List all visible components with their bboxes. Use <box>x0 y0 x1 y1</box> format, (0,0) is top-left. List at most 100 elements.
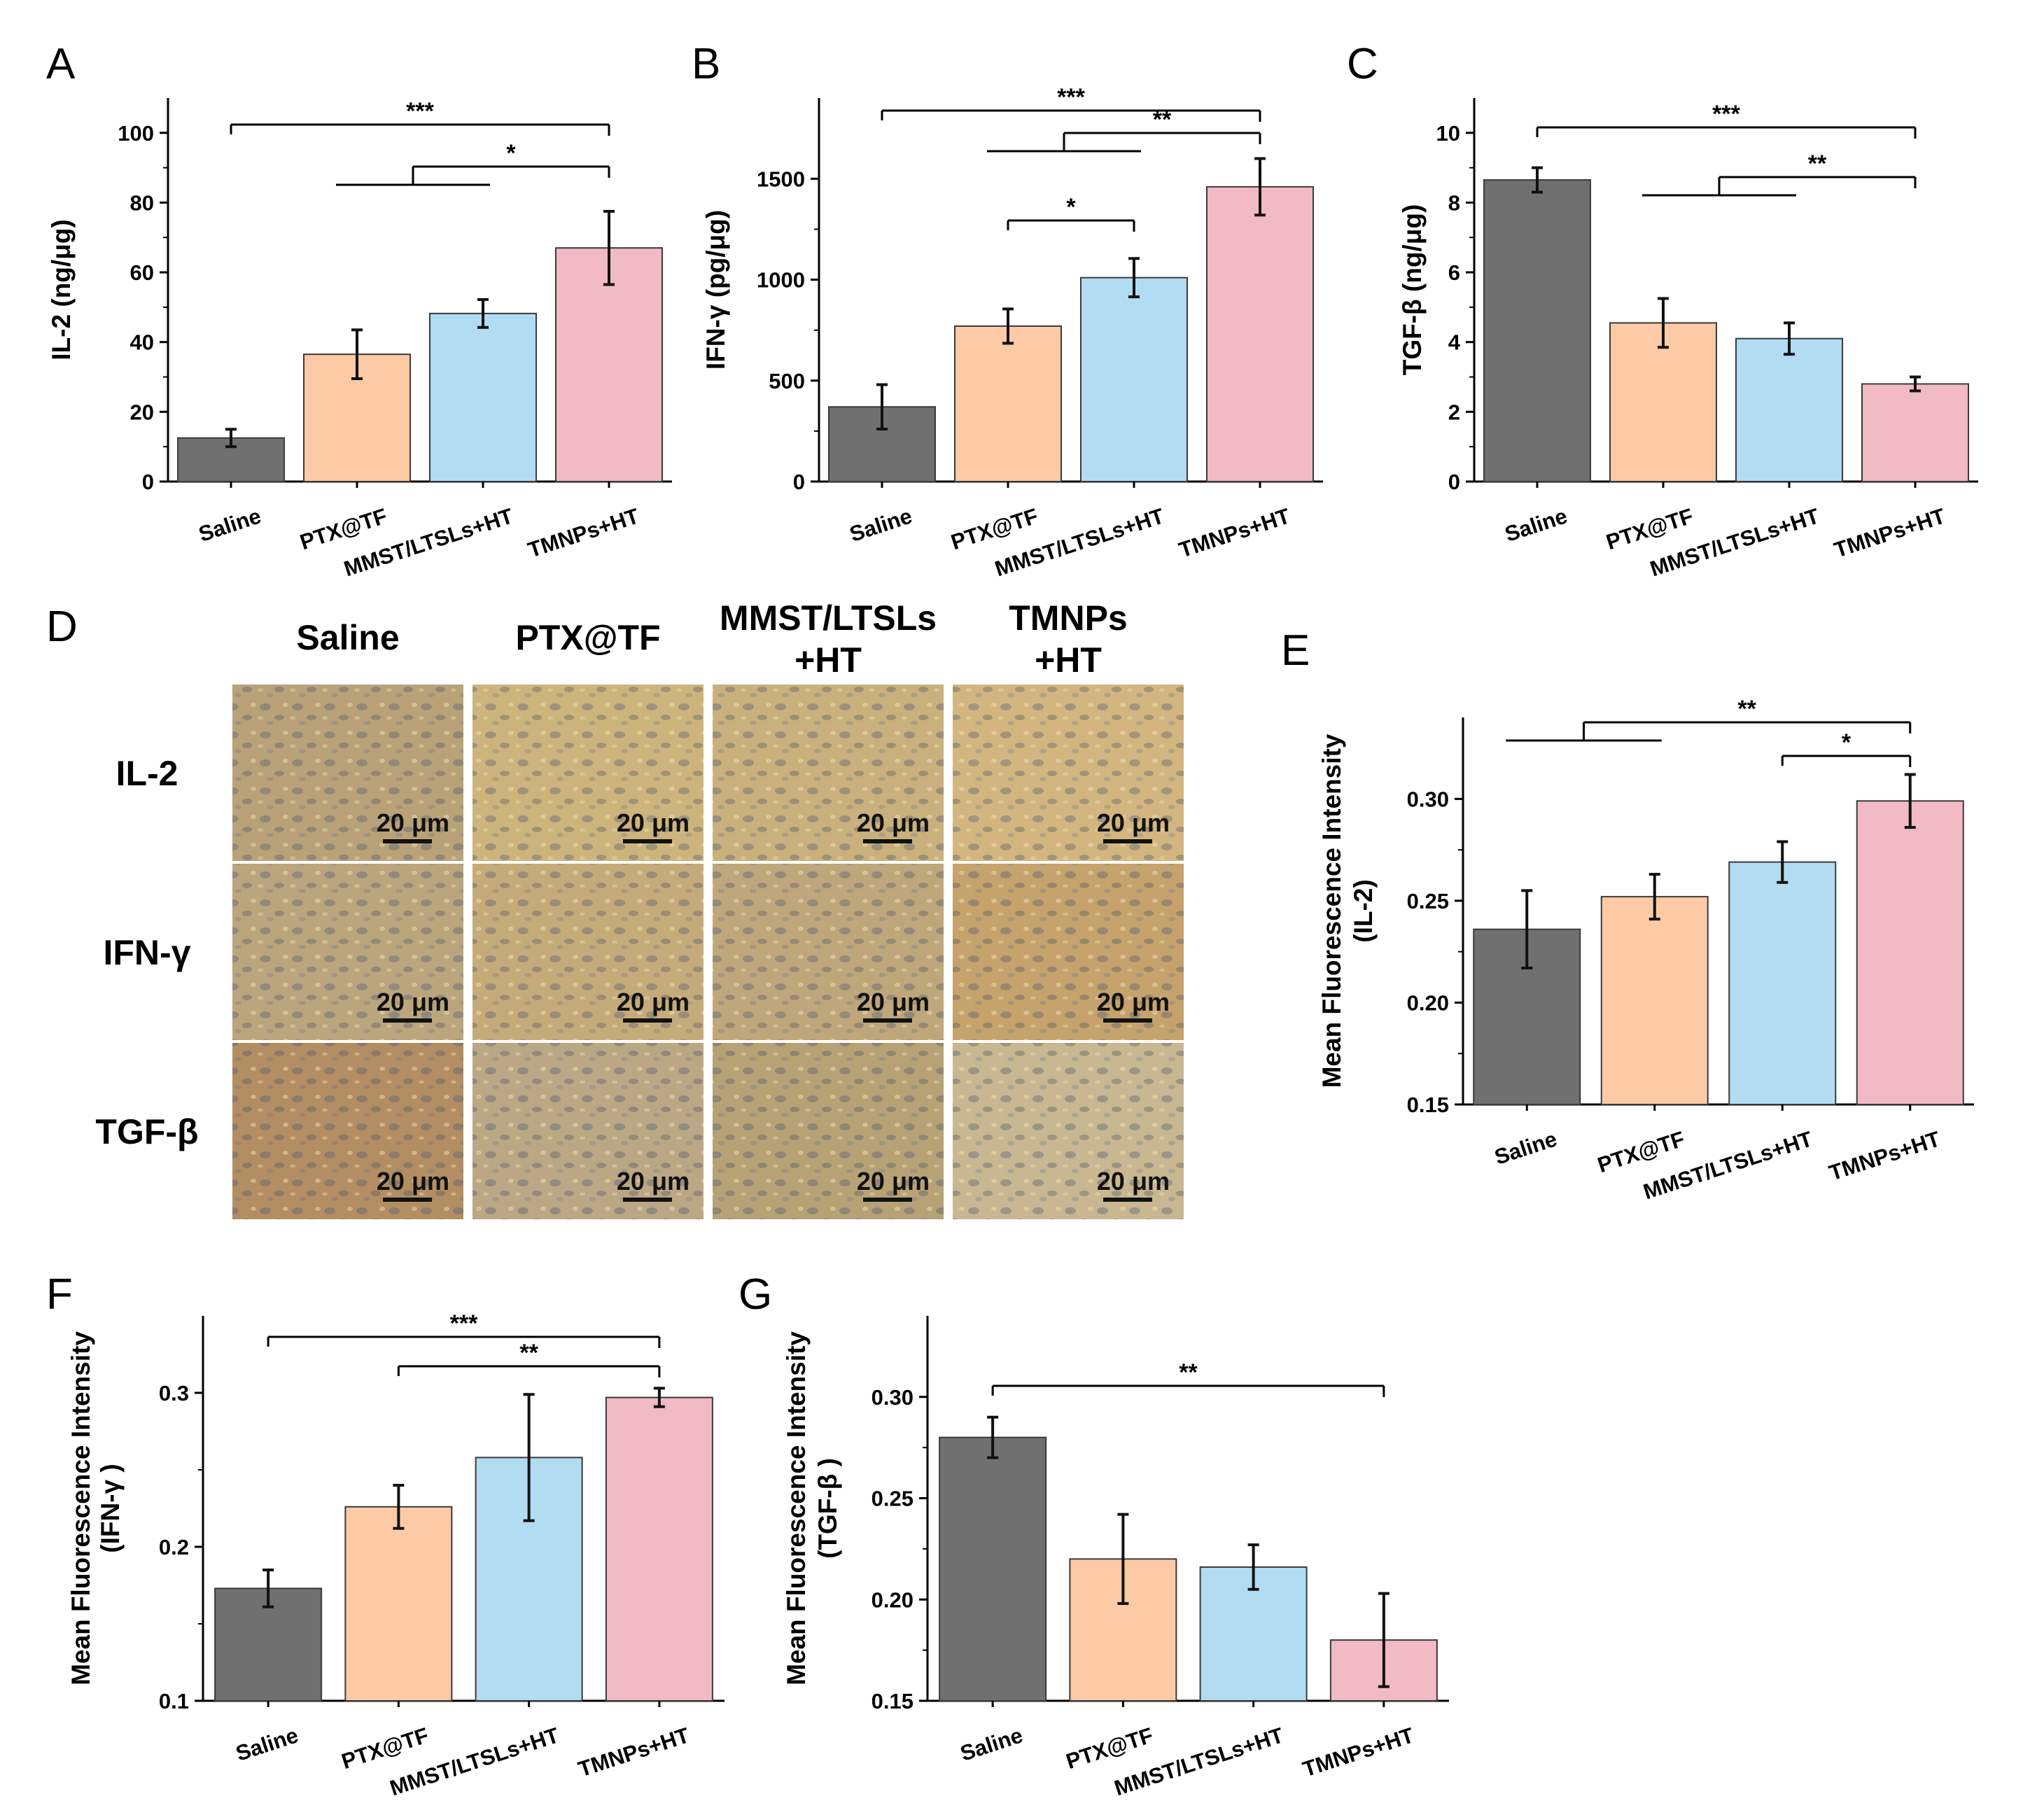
y-axis-label-sub: (IL-2) <box>1349 879 1378 942</box>
micrograph-cells <box>953 864 1184 1040</box>
column-header: +HT <box>794 640 862 680</box>
micrograph-cells <box>713 685 944 861</box>
y-tick-label: 0.1 <box>159 1689 189 1713</box>
column-header: Saline <box>296 618 399 657</box>
y-tick-label: 0 <box>1448 470 1460 494</box>
scale-bar-label: 20 μm <box>617 988 690 1016</box>
category-label: Saline <box>233 1723 302 1766</box>
column-header: PTX@TF <box>515 618 660 657</box>
scale-bar-label: 20 μm <box>617 808 690 837</box>
y-tick-label: 0 <box>793 470 805 494</box>
y-axis-label: Mean Fluorescence Intensity <box>66 1331 95 1685</box>
y-tick-label: 0.25 <box>872 1487 913 1511</box>
micrograph-cells <box>472 685 704 861</box>
bar-tmnps-ht <box>1206 185 1314 482</box>
bar-ptx-tf <box>1609 322 1717 482</box>
y-tick-label: 60 <box>130 260 154 285</box>
category-label: PTX@TF <box>339 1723 432 1774</box>
y-axis-label-sub: (TGF-β ) <box>813 1458 842 1559</box>
y-tick-label: 0.15 <box>1407 1093 1449 1117</box>
micrograph-cells <box>232 1043 463 1219</box>
significance-label: *** <box>1712 101 1740 127</box>
micrograph-cells <box>472 864 704 1040</box>
y-tick-label: 6 <box>1448 260 1460 285</box>
y-tick-label: 0.2 <box>159 1535 189 1559</box>
scale-bar-label: 20 μm <box>377 808 449 837</box>
bar-saline <box>177 437 285 483</box>
significance-label: *** <box>450 1310 478 1337</box>
bar-ptx-tf <box>954 325 1062 483</box>
row-label: IL-2 <box>116 754 178 793</box>
category-label: TMNPs+HT <box>1831 503 1948 562</box>
category-label: Saline <box>846 503 915 547</box>
micrograph-cells <box>953 685 1184 861</box>
y-tick-label: 0.30 <box>872 1385 913 1410</box>
y-axis-label: Mean Fluorescence Intensity <box>1317 734 1346 1088</box>
scale-bar-label: 20 μm <box>857 808 930 837</box>
category-label: Saline <box>195 503 264 547</box>
scale-bar-label: 20 μm <box>377 1167 449 1195</box>
bar-tmnps-ht <box>1861 383 1969 482</box>
micrograph-cells <box>713 864 944 1040</box>
bar-tmnps-ht <box>605 1396 713 1702</box>
panel-label-a: A <box>46 40 76 88</box>
row-label: IFN-γ <box>104 933 191 972</box>
bar-mmst-ltsls-ht <box>1080 276 1188 482</box>
chart-g: 0.15 0.20 0.25 0.30 Mean Fluorescence Intens… <box>782 1316 1449 1800</box>
y-tick-label: 0.30 <box>1407 787 1449 811</box>
bar-ptx-tf <box>1600 896 1709 1106</box>
y-tick-label: 4 <box>1448 330 1461 355</box>
column-header: MMST/LTSLs <box>720 598 937 638</box>
micrograph-cells <box>232 685 463 861</box>
category-label: Saline <box>1502 503 1570 547</box>
y-tick-label: 40 <box>130 330 154 355</box>
y-tick-label: 0.20 <box>872 1587 913 1612</box>
y-tick-label: 1000 <box>757 268 805 293</box>
micrograph-cells <box>472 1043 704 1219</box>
micrograph-cells <box>713 1043 944 1219</box>
y-axis-label-sub: (IFN-γ ) <box>96 1464 125 1552</box>
bar-tmnps-ht <box>1856 800 1964 1105</box>
bar-tmnps-ht <box>555 247 663 482</box>
y-tick-label: 100 <box>118 121 154 146</box>
y-axis-label: IFN-γ (pg/μg) <box>701 210 730 370</box>
significance-label: ** <box>1808 150 1827 177</box>
panel-label-e: E <box>1281 626 1310 675</box>
category-label: Saline <box>958 1723 1026 1766</box>
significance-label: ** <box>1179 1359 1198 1386</box>
y-tick-label: 8 <box>1448 190 1460 215</box>
significance-label: ** <box>1737 696 1756 722</box>
scale-bar-label: 20 μm <box>377 988 449 1016</box>
category-label: TMNPs+HT <box>1300 1723 1417 1781</box>
micrograph-grid: Saline PTX@TF MMST/LTSLs+HTTMNPs+HTIL-2IFN… <box>95 598 1184 1219</box>
significance-label: ** <box>519 1340 538 1366</box>
panel-label-d: D <box>46 603 78 651</box>
y-tick-label: 0.15 <box>872 1689 913 1713</box>
y-tick-label: 2 <box>1448 400 1460 424</box>
category-label: Saline <box>1492 1126 1560 1170</box>
scale-bar-label: 20 μm <box>1097 808 1170 837</box>
y-axis-label: TGF-β (ng/μg) <box>1398 204 1427 376</box>
bar-ptx-tf <box>344 1506 453 1702</box>
panel-label-g: G <box>738 1270 772 1319</box>
bar-mmst-ltsls-ht <box>429 312 537 483</box>
category-label: PTX@TF <box>1063 1723 1156 1774</box>
significance-label: *** <box>406 98 434 125</box>
chart-f: 0.1 0.2 0.3 Mean Fluorescence Intensity (IFN… <box>66 1310 724 1800</box>
y-tick-label: 500 <box>769 369 805 393</box>
bar-mmst-ltsls-ht <box>1728 861 1837 1105</box>
bar-mmst-ltsls-ht <box>1735 337 1843 482</box>
y-axis-label: Mean Fluorescence Intensity <box>782 1331 811 1685</box>
scale-bar-label: 20 μm <box>857 1167 930 1195</box>
bar-saline <box>1483 179 1591 482</box>
panel-label-b: B <box>692 40 720 88</box>
panel-label-f: F <box>46 1270 73 1319</box>
column-header: +HT <box>1035 640 1102 680</box>
scale-bar-label: 20 μm <box>857 988 930 1016</box>
scale-bar-label: 20 μm <box>617 1167 690 1195</box>
micrograph-cells <box>232 864 463 1040</box>
significance-label: * <box>1066 194 1076 220</box>
